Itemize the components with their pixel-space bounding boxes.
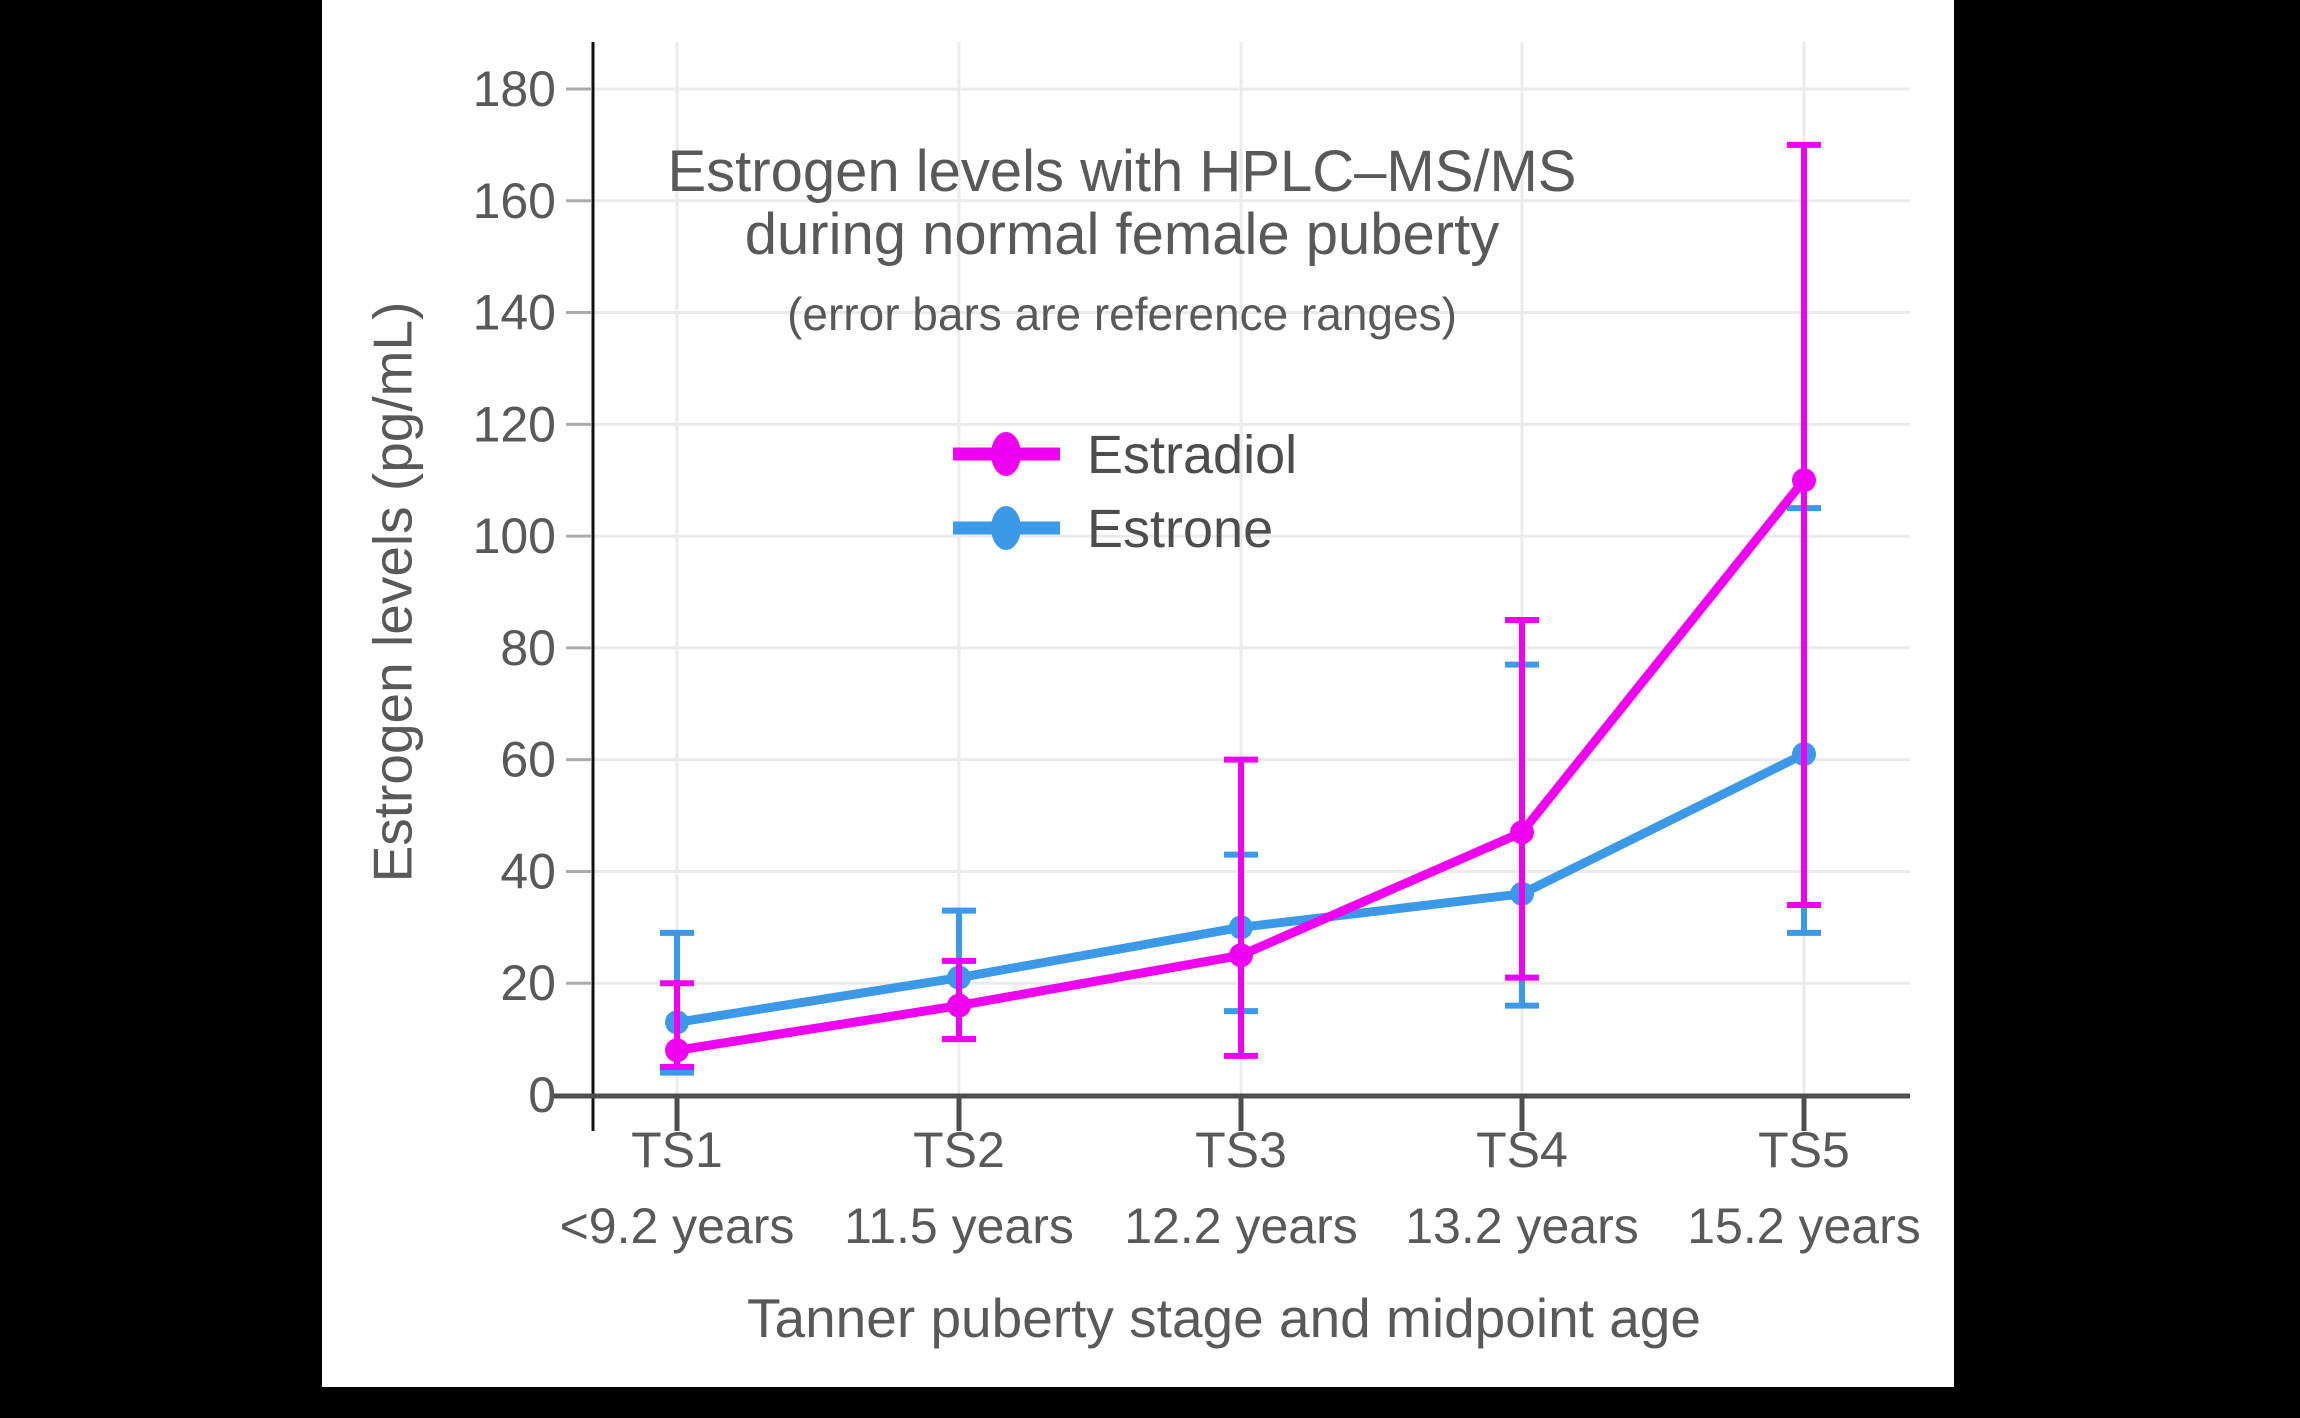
chart-title-line2: during normal female puberty xyxy=(745,202,1499,267)
y-tick-label: 0 xyxy=(528,1067,556,1123)
x-tick-label-age: 15.2 years xyxy=(1687,1198,1920,1254)
legend: Estradiol Estrone xyxy=(953,425,1297,559)
x-tick-label-stage: TS5 xyxy=(1758,1122,1850,1178)
legend-item-estrone: Estrone xyxy=(953,499,1273,559)
grid-layer xyxy=(594,42,1910,1097)
y-tick-label: 60 xyxy=(500,732,556,788)
axis-layer xyxy=(552,42,1910,1131)
x-tick-label-age: <9.2 years xyxy=(560,1198,795,1254)
legend-point-marker xyxy=(991,432,1021,476)
x-tick-label-age: 13.2 years xyxy=(1405,1198,1638,1254)
y-tick-label: 80 xyxy=(500,620,556,676)
legend-point-marker xyxy=(991,506,1021,550)
tick-label-layer: 0 20 40 60 80 100 120 140 160 180 TS1 <9.2 years TS2… xyxy=(473,61,1921,1254)
series-estradiol xyxy=(660,141,1821,1071)
y-tick-label: 40 xyxy=(500,843,556,899)
x-tick-label-age: 12.2 years xyxy=(1124,1198,1357,1254)
data-point xyxy=(947,993,971,1018)
y-tick-label: 120 xyxy=(473,396,556,452)
y-tick-label: 160 xyxy=(473,173,556,229)
y-tick-label: 180 xyxy=(473,61,556,117)
x-tick-label-stage: TS4 xyxy=(1476,1122,1568,1178)
series-layer xyxy=(660,141,1821,1076)
data-point xyxy=(1510,820,1534,845)
data-point xyxy=(1229,943,1253,968)
legend-label: Estrone xyxy=(1087,499,1273,559)
x-tick-label-age: 11.5 years xyxy=(844,1198,1074,1254)
x-tick-label-stage: TS3 xyxy=(1195,1122,1287,1178)
y-tick-label: 20 xyxy=(500,955,556,1011)
data-point xyxy=(1792,468,1816,493)
y-tick-label: 140 xyxy=(473,285,556,341)
x-tick-label-stage: TS2 xyxy=(913,1122,1005,1178)
y-axis-title: Estrogen levels (pg/mL) xyxy=(361,302,423,883)
x-tick-label-stage: TS1 xyxy=(631,1122,723,1178)
legend-item-estradiol: Estradiol xyxy=(953,425,1297,485)
y-tick-label: 100 xyxy=(473,508,556,564)
chart-subtitle: (error bars are reference ranges) xyxy=(787,288,1457,340)
x-axis-title: Tanner puberty stage and midpoint age xyxy=(747,1287,1701,1349)
chart-title-line1: Estrogen levels with HPLC–MS/MS xyxy=(668,139,1577,204)
data-point xyxy=(665,1038,689,1063)
legend-label: Estradiol xyxy=(1087,425,1297,485)
